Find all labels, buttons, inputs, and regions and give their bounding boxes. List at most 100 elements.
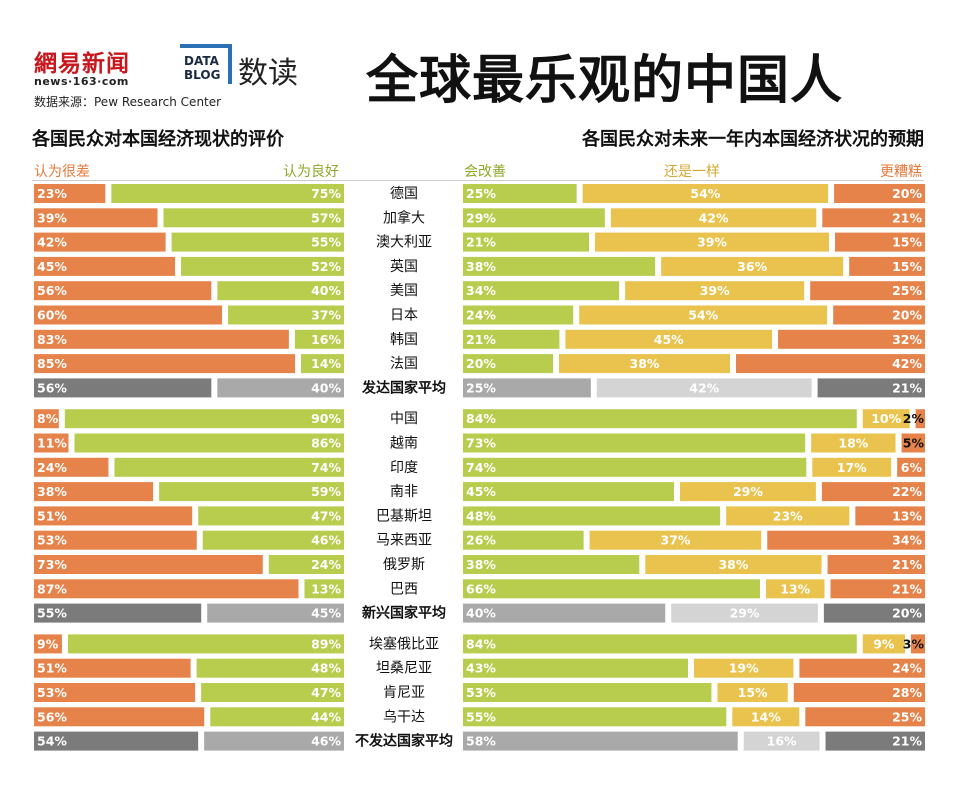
right-label-same: 13% bbox=[780, 581, 810, 596]
right-label-improve: 21% bbox=[466, 332, 496, 347]
right-bar-same bbox=[625, 281, 805, 301]
left-label-good: 14% bbox=[311, 356, 341, 371]
left-bar-good bbox=[201, 683, 344, 702]
left-label-good: 37% bbox=[311, 308, 341, 323]
country-label: 马来西亚 bbox=[376, 533, 432, 549]
right-bar-same bbox=[582, 184, 829, 203]
right-label-improve: 55% bbox=[466, 709, 496, 724]
left-bar-bad bbox=[34, 409, 59, 429]
left-bar-bad bbox=[34, 433, 69, 453]
left-label-bad: 51% bbox=[37, 661, 67, 676]
group-average-label: 发达国家平均 bbox=[361, 379, 446, 396]
right-label-worse: 20% bbox=[892, 606, 922, 621]
left-label-bad: 53% bbox=[37, 533, 67, 548]
right-bar-same bbox=[766, 579, 825, 599]
right-label-worse: 2% bbox=[903, 411, 925, 426]
right-label-worse: 25% bbox=[892, 283, 922, 298]
left-label-bad: 56% bbox=[37, 283, 67, 298]
right-label-same: 38% bbox=[718, 557, 748, 572]
right-label-same: 54% bbox=[688, 308, 718, 323]
right-label-worse: 13% bbox=[892, 508, 922, 523]
right-bar-worse bbox=[778, 329, 925, 349]
right-label-same: 10% bbox=[871, 411, 901, 426]
left-label-bad: 39% bbox=[37, 210, 67, 225]
left-bar-good bbox=[202, 530, 344, 550]
left-bar-bad bbox=[34, 354, 296, 374]
group-average-label: 新兴国家平均 bbox=[362, 605, 446, 622]
right-bar-improve bbox=[463, 232, 589, 252]
datablog-mark-icon bbox=[180, 44, 232, 84]
right-bar-worse bbox=[855, 506, 925, 526]
right-bar-same bbox=[862, 634, 905, 654]
right-bar-same bbox=[579, 305, 828, 325]
right-label-same: 37% bbox=[660, 533, 690, 548]
divider bbox=[32, 180, 924, 181]
blog-name: 数读 bbox=[238, 56, 298, 91]
left-label-bad: 38% bbox=[37, 484, 67, 499]
right-label-worse: 22% bbox=[892, 484, 922, 499]
right-bar-worse bbox=[830, 579, 925, 599]
right-bar-worse bbox=[767, 530, 925, 550]
right-label-same: 38% bbox=[630, 356, 660, 371]
right-bar-improve bbox=[463, 208, 605, 228]
left-label-bad: 23% bbox=[37, 186, 67, 201]
right-bar-same bbox=[610, 208, 817, 228]
legend-same: 还是一样 bbox=[664, 164, 720, 180]
left-label-bad: 9% bbox=[37, 636, 59, 651]
right-label-worse: 28% bbox=[892, 685, 922, 700]
left-label-bad: 56% bbox=[37, 380, 67, 395]
datablog-line2: BLOG bbox=[184, 68, 221, 82]
left-bar-good bbox=[64, 409, 344, 429]
right-label-improve: 38% bbox=[466, 259, 496, 274]
right-bar-improve bbox=[463, 281, 620, 301]
datablog-logo: DATA BLOG bbox=[180, 44, 232, 84]
left-label-good: 90% bbox=[311, 411, 341, 426]
page-title: 全球最乐观的中国人 bbox=[366, 51, 844, 111]
country-label: 坦桑尼亚 bbox=[376, 661, 432, 677]
right-label-improve: 84% bbox=[466, 411, 496, 426]
legend-good: 认为良好 bbox=[283, 164, 339, 180]
right-bar-improve bbox=[463, 409, 857, 429]
left-bar-good bbox=[301, 354, 344, 374]
right-bar-improve bbox=[463, 707, 727, 727]
left-bar-bad bbox=[34, 457, 109, 477]
right-bar-same bbox=[565, 329, 773, 349]
right-label-same: 29% bbox=[730, 606, 760, 621]
logo-text: 網易新闻 bbox=[34, 50, 130, 77]
right-label-improve: 66% bbox=[466, 581, 496, 596]
right-label-improve: 48% bbox=[466, 508, 496, 523]
country-label: 韩国 bbox=[390, 332, 418, 348]
left-label-good: 48% bbox=[311, 661, 341, 676]
right-bar-same bbox=[661, 256, 844, 276]
right-bar-same bbox=[862, 409, 910, 429]
right-label-improve: 43% bbox=[466, 661, 496, 676]
country-label: 德国 bbox=[390, 186, 418, 202]
left-label-bad: 85% bbox=[37, 356, 67, 371]
right-label-same: 36% bbox=[737, 259, 767, 274]
right-label-worse: 6% bbox=[901, 460, 923, 475]
right-label-same: 45% bbox=[654, 332, 684, 347]
right-bar-same bbox=[559, 354, 730, 374]
right-label-improve: 29% bbox=[466, 210, 496, 225]
right-label-same: 17% bbox=[837, 460, 867, 475]
left-bar-bad bbox=[34, 530, 197, 550]
country-label: 英国 bbox=[390, 258, 418, 275]
right-bar-same bbox=[811, 433, 896, 453]
right-bar-same bbox=[812, 457, 892, 477]
country-label: 印度 bbox=[390, 460, 418, 476]
left-label-good: 47% bbox=[311, 508, 341, 523]
right-label-same: 14% bbox=[751, 709, 781, 724]
right-label-improve: 25% bbox=[466, 380, 496, 395]
right-bar-improve bbox=[463, 506, 721, 526]
left-bar-good bbox=[217, 281, 344, 301]
right-bar-improve bbox=[463, 354, 553, 374]
right-bar-worse bbox=[822, 208, 925, 228]
right-label-worse: 24% bbox=[892, 661, 922, 676]
netease-news-logo: 網易新闻 bbox=[34, 44, 130, 78]
left-label-bad: 24% bbox=[37, 460, 67, 475]
right-label-worse: 32% bbox=[892, 332, 922, 347]
datablog-line1: DATA bbox=[184, 54, 219, 68]
right-bar-improve bbox=[463, 457, 807, 477]
right-bar-same bbox=[694, 658, 794, 678]
